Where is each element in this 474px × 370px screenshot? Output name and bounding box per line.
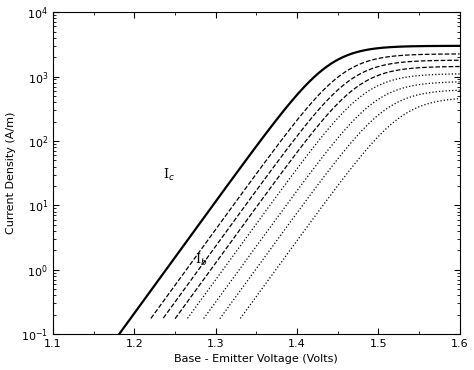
Text: I$_c$: I$_c$	[163, 166, 174, 183]
Y-axis label: Current Density (A/m): Current Density (A/m)	[6, 112, 16, 234]
Text: I$_b$: I$_b$	[195, 252, 208, 268]
X-axis label: Base - Emitter Voltage (Volts): Base - Emitter Voltage (Volts)	[174, 354, 338, 364]
